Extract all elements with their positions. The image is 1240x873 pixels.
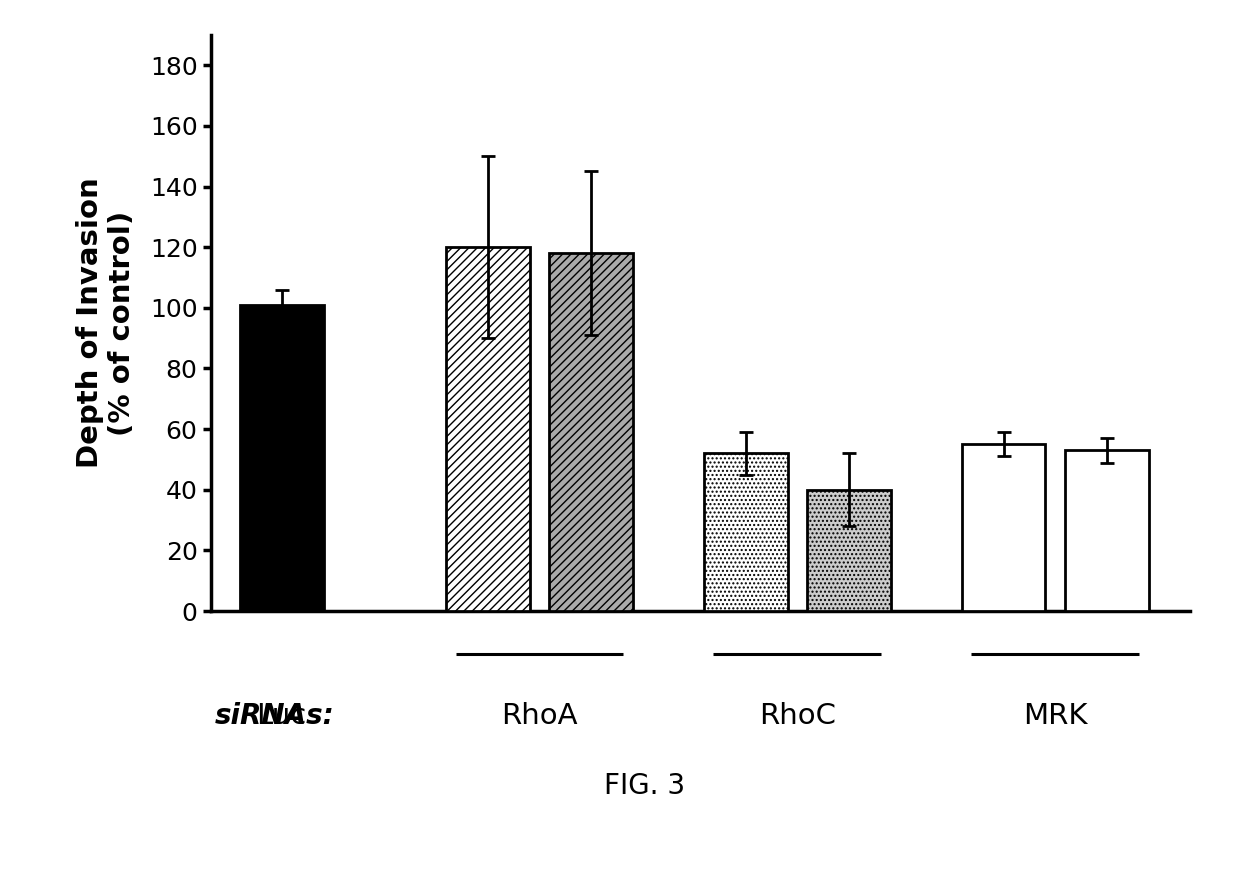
Text: siRNAs:: siRNAs: [215, 702, 335, 730]
Y-axis label: Depth of Invasion
(% of control): Depth of Invasion (% of control) [76, 177, 136, 469]
Bar [704, 453, 787, 611]
Text: RhoA: RhoA [501, 702, 578, 730]
Bar [807, 490, 890, 611]
Bar [239, 305, 324, 611]
Bar [549, 253, 632, 611]
Text: FIG. 3: FIG. 3 [604, 772, 686, 800]
Text: Luc: Luc [257, 702, 306, 730]
Bar [961, 444, 1045, 611]
Bar [1065, 450, 1148, 611]
Bar [446, 247, 529, 611]
Text: RhoC: RhoC [759, 702, 836, 730]
Text: MRK: MRK [1023, 702, 1087, 730]
